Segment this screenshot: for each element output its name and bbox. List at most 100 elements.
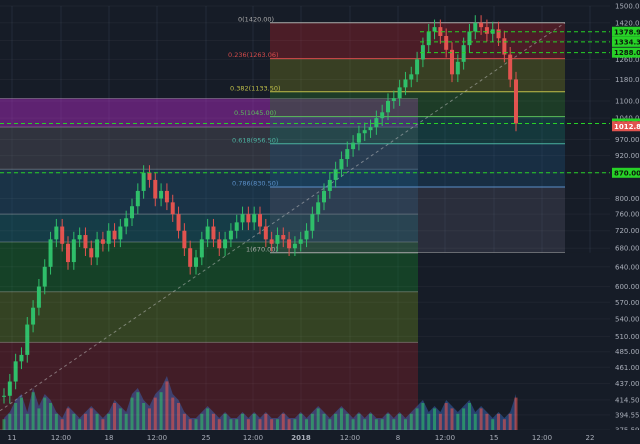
candle[interactable] (386, 100, 390, 113)
candle[interactable] (432, 27, 437, 32)
candle[interactable] (13, 361, 18, 382)
candle[interactable] (484, 27, 489, 34)
candle[interactable] (444, 36, 449, 50)
candle[interactable] (211, 226, 216, 240)
candle[interactable] (455, 61, 460, 75)
candle[interactable] (48, 239, 53, 267)
candle[interactable] (71, 239, 76, 263)
candle[interactable] (234, 222, 239, 231)
candle[interactable] (77, 235, 82, 240)
candle[interactable] (450, 49, 454, 75)
price-tag[interactable] (612, 36, 640, 47)
candle[interactable] (54, 226, 59, 240)
candle[interactable] (147, 172, 152, 180)
candle[interactable] (83, 235, 88, 249)
y-tick-label: 394.55 (615, 411, 640, 419)
candle[interactable] (269, 239, 274, 244)
candle[interactable] (217, 239, 222, 249)
price-tag[interactable] (612, 26, 640, 37)
candle[interactable] (89, 248, 94, 258)
candle[interactable] (438, 27, 443, 37)
candle[interactable] (223, 239, 228, 249)
candle[interactable] (130, 206, 134, 219)
candle[interactable] (176, 214, 181, 231)
candle[interactable] (252, 214, 257, 223)
candle[interactable] (141, 172, 146, 191)
candle[interactable] (333, 169, 338, 180)
candle[interactable] (2, 395, 6, 397)
candle[interactable] (327, 179, 332, 191)
candle[interactable] (170, 202, 175, 215)
volume-bar (182, 413, 186, 430)
candle[interactable] (310, 214, 315, 231)
candle[interactable] (461, 45, 466, 62)
candle[interactable] (514, 79, 518, 124)
y-tick-label: 1100.00 (615, 97, 640, 105)
candle[interactable] (258, 214, 262, 227)
candle[interactable] (188, 248, 193, 267)
candle[interactable] (124, 218, 129, 227)
candle[interactable] (502, 38, 507, 55)
candle[interactable] (7, 381, 12, 396)
price-tag[interactable] (612, 167, 640, 178)
price-tag[interactable] (612, 47, 640, 58)
candle[interactable] (287, 239, 292, 249)
candle[interactable] (164, 190, 169, 203)
candle[interactable] (275, 235, 280, 244)
candle[interactable] (339, 159, 344, 170)
candle[interactable] (31, 307, 36, 325)
candle[interactable] (112, 230, 117, 240)
candle[interactable] (368, 127, 373, 131)
candle[interactable] (397, 87, 402, 99)
candle[interactable] (240, 214, 245, 223)
candle[interactable] (298, 239, 303, 244)
candle[interactable] (496, 29, 501, 39)
candle[interactable] (316, 202, 321, 215)
candle[interactable] (362, 130, 367, 134)
candle[interactable] (106, 230, 111, 244)
candle[interactable] (60, 226, 65, 244)
volume-bar (206, 408, 210, 430)
candle[interactable] (182, 230, 187, 249)
price-tag[interactable] (612, 121, 640, 132)
volume-bar (264, 413, 268, 430)
candle[interactable] (374, 118, 379, 128)
candle[interactable] (508, 54, 513, 80)
candle[interactable] (19, 354, 24, 362)
candle[interactable] (42, 266, 47, 287)
candle[interactable] (304, 230, 309, 240)
candle[interactable] (153, 179, 158, 199)
candle[interactable] (426, 31, 431, 46)
candle[interactable] (118, 226, 123, 240)
candle[interactable] (415, 59, 420, 75)
candle[interactable] (100, 239, 105, 244)
candle[interactable] (159, 190, 164, 199)
candle[interactable] (356, 133, 361, 143)
candle[interactable] (228, 230, 233, 240)
candle[interactable] (25, 324, 30, 355)
candle[interactable] (95, 239, 100, 258)
candle[interactable] (473, 22, 478, 32)
candle[interactable] (351, 142, 356, 150)
candle[interactable] (194, 257, 198, 267)
candle[interactable] (391, 98, 396, 101)
candle[interactable] (345, 149, 350, 160)
candle[interactable] (135, 190, 140, 207)
volume-bar (462, 408, 466, 430)
candle[interactable] (199, 239, 204, 258)
candle[interactable] (322, 190, 326, 203)
candle[interactable] (263, 226, 268, 240)
candle[interactable] (467, 31, 472, 46)
candle[interactable] (292, 243, 297, 249)
candle[interactable] (246, 214, 251, 223)
candle[interactable] (479, 22, 484, 28)
volume-bar (101, 419, 105, 430)
candle[interactable] (36, 286, 41, 308)
candle[interactable] (66, 243, 70, 263)
candle[interactable] (403, 79, 408, 88)
candle[interactable] (409, 74, 414, 80)
candle[interactable] (205, 226, 210, 240)
candle[interactable] (281, 235, 286, 240)
candle[interactable] (380, 112, 385, 119)
